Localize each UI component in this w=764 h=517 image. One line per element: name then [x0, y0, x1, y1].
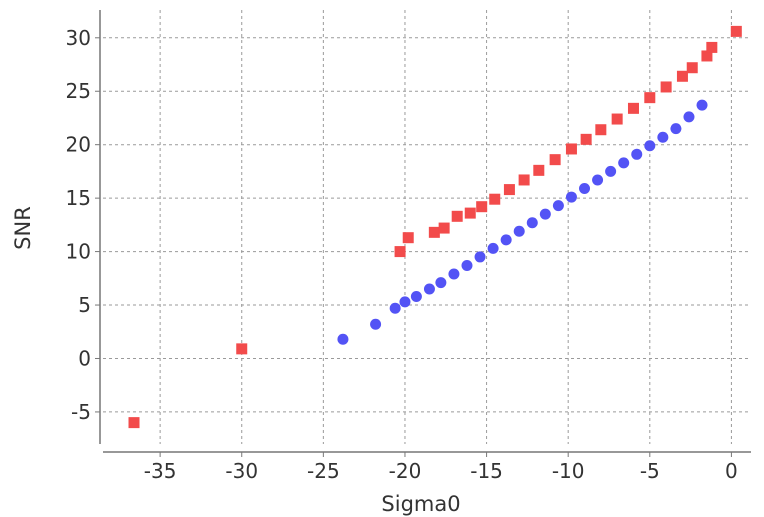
x-axis-title: Sigma0: [381, 492, 460, 516]
data-point-square: [686, 62, 698, 74]
data-point-square: [518, 174, 530, 186]
data-point-circle: [696, 99, 708, 111]
data-point-square: [428, 226, 440, 238]
data-point-circle: [370, 318, 382, 330]
x-tick-label: -10: [552, 459, 585, 483]
data-point-circle: [526, 217, 538, 229]
data-point-circle: [474, 251, 486, 263]
data-point-square: [706, 41, 718, 53]
data-point-square: [394, 246, 406, 258]
y-tick-label: 5: [78, 293, 91, 317]
data-point-square: [580, 133, 592, 145]
data-point-circle: [683, 111, 695, 123]
y-tick-label: 10: [66, 240, 91, 264]
data-point-square: [533, 164, 545, 176]
y-tick-label: 20: [66, 133, 91, 157]
data-point-square: [565, 143, 577, 155]
data-point-circle: [337, 333, 349, 345]
y-tick-label: 0: [78, 346, 91, 370]
data-point-circle: [513, 225, 525, 237]
y-tick-label: 30: [66, 26, 91, 50]
grid-lines: [103, 10, 751, 444]
data-point-square: [676, 70, 688, 82]
data-point-circle: [500, 234, 512, 246]
data-point-square: [644, 92, 656, 104]
data-point-square: [438, 222, 450, 234]
data-point-square: [595, 124, 607, 136]
data-point-circle: [592, 174, 604, 186]
data-point-square: [489, 193, 501, 205]
data-point-square: [549, 154, 561, 166]
data-point-square: [451, 210, 463, 222]
data-point-circle: [618, 157, 630, 169]
x-tick-label: 0: [725, 459, 738, 483]
data-point-square: [476, 201, 488, 213]
y-tick-label: -5: [71, 400, 91, 424]
x-tick-label: -5: [640, 459, 660, 483]
data-point-circle: [448, 268, 460, 280]
data-point-circle: [399, 296, 411, 308]
data-point-circle: [461, 259, 473, 271]
data-point-square: [128, 417, 140, 429]
y-axis-title: SNR: [11, 206, 35, 250]
data-point-square: [660, 81, 672, 93]
data-point-square: [464, 207, 476, 219]
data-point-square: [236, 343, 248, 355]
data-point-circle: [552, 200, 564, 212]
x-tick-label: -35: [144, 459, 177, 483]
data-point-square: [611, 113, 623, 125]
y-tick-label: 25: [66, 79, 91, 103]
tick-labels: -35 -30 -25 -20 -15 -10 -5 0 -5 0 5 10 15 20 25 30: [66, 26, 738, 483]
data-point-square: [627, 102, 639, 114]
data-point-circle: [389, 302, 401, 314]
data-point-circle: [644, 140, 656, 152]
x-tick-label: -30: [225, 459, 258, 483]
data-point-circle: [410, 290, 422, 302]
data-point-square: [701, 50, 713, 62]
data-point-circle: [605, 165, 617, 177]
data-point-circle: [670, 123, 682, 135]
data-point-circle: [539, 208, 551, 220]
x-tick-label: -20: [389, 459, 422, 483]
data-point-circle: [487, 242, 499, 254]
data-point-circle: [423, 283, 435, 295]
x-tick-label: -25: [307, 459, 340, 483]
y-tick-label: 15: [66, 186, 91, 210]
data-point-square: [730, 25, 742, 37]
data-point-square: [503, 184, 515, 196]
data-point-circle: [657, 131, 669, 143]
data-point-circle: [565, 191, 577, 203]
data-points: [128, 25, 742, 429]
data-point-circle: [579, 183, 591, 195]
axes: [95, 10, 751, 457]
data-point-circle: [435, 277, 447, 289]
data-point-square: [402, 232, 414, 244]
x-tick-label: -15: [470, 459, 503, 483]
data-point-circle: [631, 148, 643, 160]
